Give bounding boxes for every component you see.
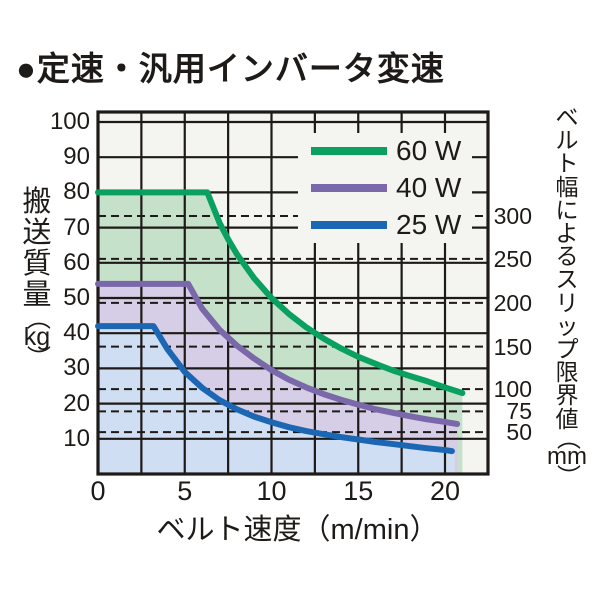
page-title: ●定速・汎用インバータ変速 — [16, 50, 445, 87]
legend-label: 60 W — [396, 135, 462, 167]
series-fill-25W — [98, 326, 455, 474]
legend-swatch — [311, 220, 387, 229]
legend-item-60W: 60 W — [298, 134, 472, 168]
legend-swatch — [311, 147, 387, 156]
legend-label: 40 W — [396, 171, 462, 203]
legend-item-40W: 40 W — [298, 171, 472, 205]
legend-item-25W: 25 W — [298, 208, 472, 242]
series-curve-40W — [95, 280, 461, 428]
legend-swatch — [311, 183, 387, 192]
x-axis-title: ベルト速度（m/min） — [156, 514, 439, 546]
series-curve-60W — [95, 189, 466, 397]
legend-label: 25 W — [396, 208, 462, 240]
legend: 60 W 40 W 25 W — [298, 133, 472, 243]
series-curve-25W — [95, 323, 455, 455]
plot-border — [96, 110, 490, 476]
